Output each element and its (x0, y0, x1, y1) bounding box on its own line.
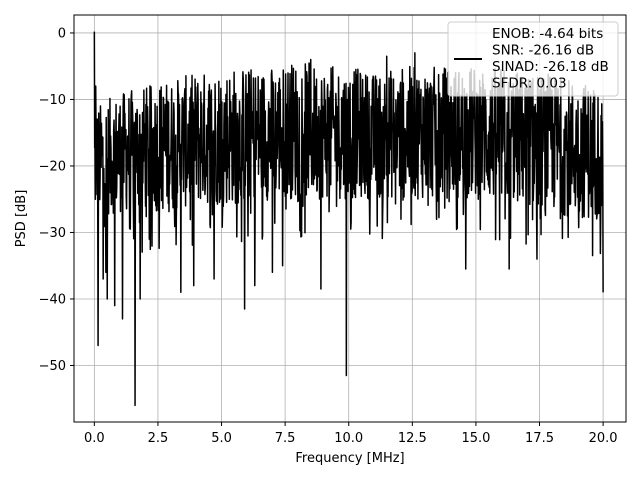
x-tick-label: 17.5 (525, 431, 554, 446)
y-tick-label: 0 (58, 26, 66, 41)
plot-area (93, 31, 604, 407)
x-tick-label: 10.0 (334, 431, 363, 446)
psd-series-line (93, 31, 604, 407)
legend: ENOB: -4.64 bits SNR: -26.16 dB SINAD: -… (447, 21, 619, 97)
x-tick-label: 5.0 (211, 431, 232, 446)
x-tick-label: 7.5 (275, 431, 296, 446)
y-axis-label: PSD [dB] (14, 190, 29, 248)
y-tick-label: −10 (39, 93, 66, 108)
x-axis-label: Frequency [MHz] (295, 451, 404, 466)
x-tick-label: 12.5 (398, 431, 427, 446)
legend-entry-enob: ENOB: -4.64 bits (492, 26, 603, 42)
legend-box (447, 21, 619, 97)
legend-entry-sinad: SINAD: -26.18 dB (492, 59, 609, 75)
x-tick-label: 2.5 (148, 431, 169, 446)
x-tick-label: 20.0 (589, 431, 618, 446)
x-tick-label: 0.0 (84, 431, 105, 446)
legend-entry-snr: SNR: -26.16 dB (492, 43, 594, 59)
y-tick-label: −50 (39, 359, 66, 374)
plot-frame (73, 14, 627, 423)
y-tick-label: −20 (39, 159, 66, 174)
y-tick-label: −30 (39, 226, 66, 241)
y-tick-label: −40 (39, 292, 66, 307)
legend-entry-sfdr: SFDR: 0.03 (492, 76, 567, 92)
axis-ticks: 0.0 2.5 5.0 7.5 10.0 12.5 15.0 17.5 20.0 0 −10 −20 −… (39, 26, 618, 446)
x-tick-label: 15.0 (461, 431, 490, 446)
